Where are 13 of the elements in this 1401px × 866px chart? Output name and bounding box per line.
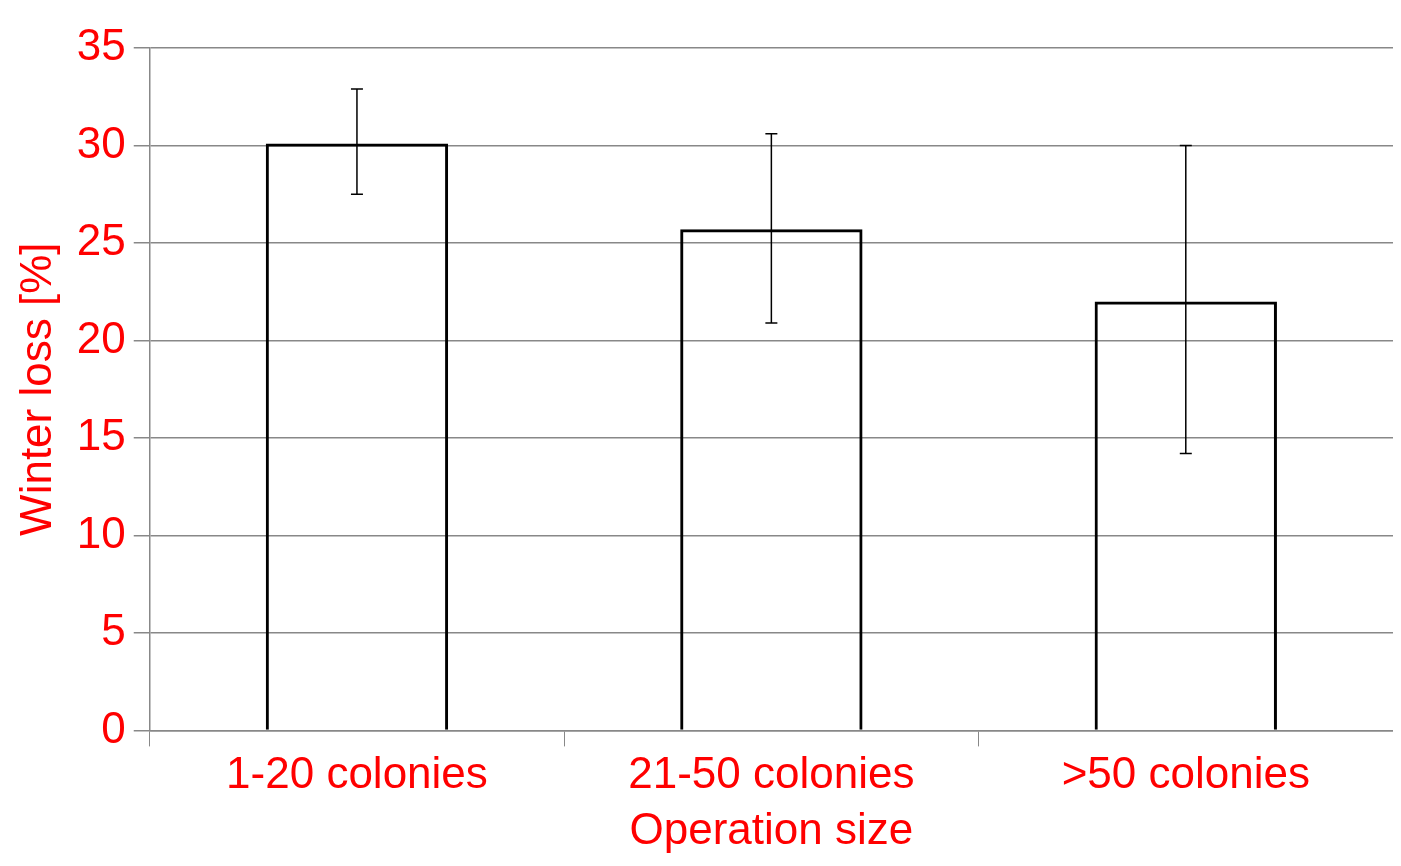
y-tick-label: 5: [101, 605, 126, 655]
y-tick-label: 35: [76, 20, 126, 70]
y-tick-label: 15: [76, 410, 126, 460]
y-tick-label: 25: [76, 215, 126, 265]
y-axis-title: Winter loss [%]: [10, 242, 60, 536]
x-tick-label: 21-50 colonies: [628, 747, 915, 797]
x-tick-label: 1-20 colonies: [226, 747, 488, 797]
y-tick-label: 0: [101, 702, 126, 752]
y-tick-label: 30: [76, 117, 126, 167]
x-axis-title: Operation size: [629, 803, 914, 853]
y-tick-label: 10: [76, 507, 126, 557]
x-tick-label: >50 colonies: [1061, 747, 1310, 797]
y-tick-label: 20: [76, 312, 126, 362]
